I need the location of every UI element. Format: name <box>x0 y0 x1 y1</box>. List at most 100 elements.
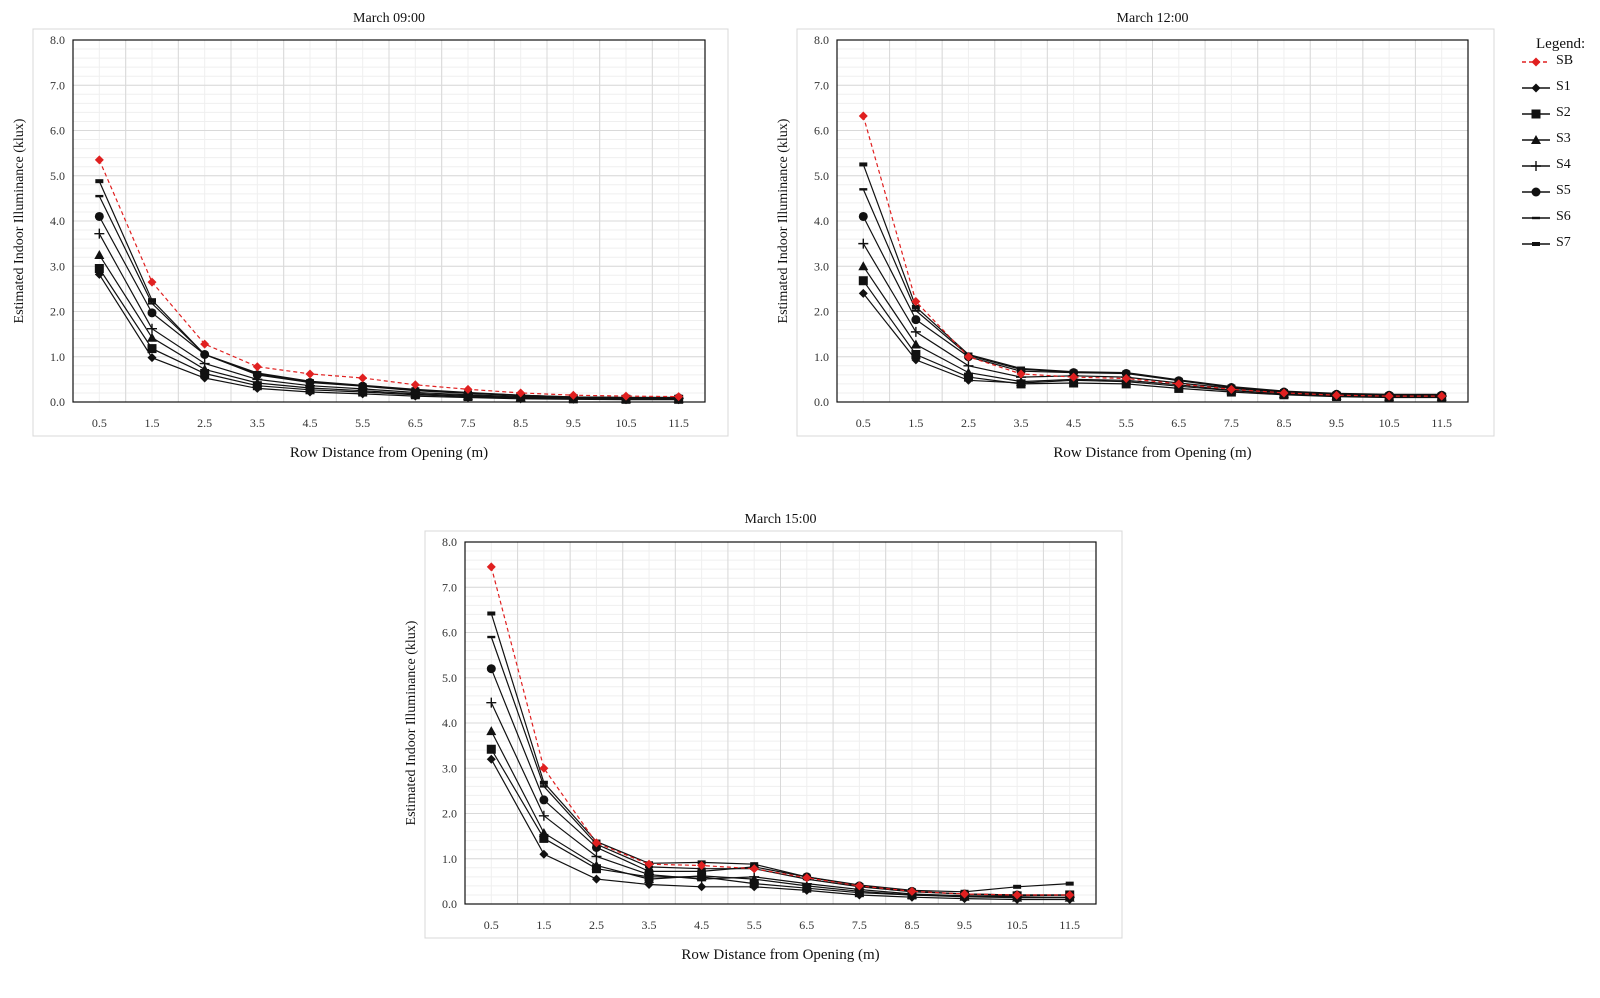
thick-dash-marker <box>1017 366 1026 371</box>
diamond-marker <box>911 297 921 307</box>
plus-marker <box>147 323 157 334</box>
legend-swatch-icon <box>1522 161 1550 171</box>
y-axis-label: Estimated Indoor Illuminance (klux) <box>776 118 791 323</box>
plus-marker <box>963 360 974 371</box>
chart-2: 0.0 1.0 2.0 3.0 4.0 5.0 6.0 7.0 8.0 0.5 1.5 2.5 3.5 4… <box>776 11 1495 461</box>
y-tick-label: 0.0 <box>50 395 65 409</box>
x-tick-label: 11.5 <box>668 416 689 430</box>
diamond-marker <box>1016 369 1026 379</box>
x-tick-label: 6.5 <box>1171 416 1186 430</box>
y-tick-label: 1.0 <box>50 350 65 364</box>
x-tick-label: 3.5 <box>642 918 657 932</box>
y-tick-label: 6.0 <box>814 124 829 138</box>
diamond-marker <box>1531 57 1541 67</box>
x-tick-label: 10.5 <box>616 416 637 430</box>
legend-swatch-icon <box>1522 216 1550 220</box>
legend-swatch-icon <box>1522 187 1550 197</box>
square-marker <box>486 744 496 754</box>
series-line-s1 <box>490 758 1070 901</box>
series-line-s7 <box>862 164 1442 395</box>
dash-marker <box>911 309 920 312</box>
dash-marker <box>859 188 868 191</box>
circle-marker <box>147 308 157 318</box>
plus-marker <box>1531 161 1541 171</box>
plot-frame <box>836 39 1469 403</box>
diamond-marker <box>749 864 759 874</box>
series-line-s2 <box>862 280 1442 399</box>
thick-dash-marker <box>148 298 156 303</box>
diamond-marker <box>1069 372 1079 382</box>
triangle-marker <box>199 364 210 374</box>
dash-marker <box>539 785 548 788</box>
thick-dash-marker <box>1122 370 1131 375</box>
series-line-sb <box>490 566 1070 896</box>
x-tick-label: 3.5 <box>250 416 265 430</box>
legend-label: S5 <box>1556 183 1571 198</box>
legend-item-s7: S7 <box>1520 234 1600 254</box>
diamond-marker <box>591 838 601 848</box>
x-tick-label: 2.5 <box>589 918 604 932</box>
plot-frame <box>464 541 1097 905</box>
diamond-marker <box>858 111 868 121</box>
thick-dash-marker <box>95 179 104 184</box>
chart-title: March 15:00 <box>745 512 817 527</box>
x-tick-label: 9.5 <box>566 416 581 430</box>
legend-swatch-icon <box>1522 242 1550 246</box>
series-sb <box>94 155 684 402</box>
triangle-marker <box>1531 135 1541 144</box>
chart-stage: 0.0 1.0 2.0 3.0 4.0 5.0 6.0 7.0 8.0 0.5 1.5 2.5 3.5 4… <box>12 11 1495 963</box>
thick-dash-marker <box>539 780 548 785</box>
diamond-marker <box>644 859 654 869</box>
x-axis-label: Row Distance from Opening (m) <box>1053 445 1251 461</box>
x-axis-label: Row Distance from Opening (m) <box>290 445 488 461</box>
series-line-s7 <box>98 180 679 399</box>
y-axis-label: Estimated Indoor Illuminance (klux) <box>404 620 419 825</box>
triangle-marker <box>486 726 497 736</box>
diamond-marker <box>963 352 973 362</box>
legend-swatch-icon <box>1522 109 1550 119</box>
thick-dash-marker <box>306 379 314 384</box>
diamond-marker <box>697 861 707 871</box>
diamond-marker <box>539 849 549 859</box>
diamond-marker <box>1437 391 1447 401</box>
y-tick-label: 8.0 <box>814 33 829 47</box>
thick-dash-marker <box>411 387 420 392</box>
diamond-marker <box>674 392 684 402</box>
legend-item-s6: S6 <box>1520 208 1600 228</box>
thick-dash-marker <box>1069 369 1078 374</box>
legend-swatch-icon <box>1522 135 1550 144</box>
diamond-marker <box>305 369 315 379</box>
x-tick-label: 10.5 <box>1379 416 1400 430</box>
square-marker <box>539 833 549 843</box>
thick-dash-marker <box>911 304 920 309</box>
thick-dash-marker <box>750 862 759 867</box>
thick-dash-marker <box>253 371 262 376</box>
legend-item-sb: SB <box>1520 52 1600 72</box>
diamond-marker <box>147 353 157 363</box>
diamond-marker <box>1279 388 1289 398</box>
y-tick-label: 3.0 <box>442 761 457 775</box>
x-tick-label: 1.5 <box>908 416 923 430</box>
y-tick-label: 6.0 <box>50 124 65 138</box>
legend-item-s2: S2 <box>1520 104 1600 124</box>
y-tick-label: 3.0 <box>50 259 65 273</box>
dash-marker <box>1532 216 1540 220</box>
x-axis-label: Row Distance from Opening (m) <box>681 947 879 963</box>
triangle-marker <box>858 261 869 271</box>
diamond-marker <box>1121 373 1131 383</box>
plus-marker <box>538 810 549 821</box>
legend-title: Legend: <box>1536 36 1586 52</box>
x-tick-label: 9.5 <box>1329 416 1344 430</box>
diamond-marker <box>621 391 631 401</box>
plus-marker <box>858 238 869 249</box>
legend-label: S4 <box>1556 157 1571 172</box>
y-tick-label: 1.0 <box>814 350 829 364</box>
plus-marker <box>486 697 497 708</box>
thick-dash-marker <box>358 383 367 388</box>
square-marker <box>911 349 921 359</box>
y-tick-label: 7.0 <box>814 78 829 92</box>
plus-marker <box>199 358 210 369</box>
y-tick-label: 3.0 <box>814 259 829 273</box>
thick-dash-marker <box>1013 884 1022 889</box>
y-tick-label: 1.0 <box>442 852 457 866</box>
